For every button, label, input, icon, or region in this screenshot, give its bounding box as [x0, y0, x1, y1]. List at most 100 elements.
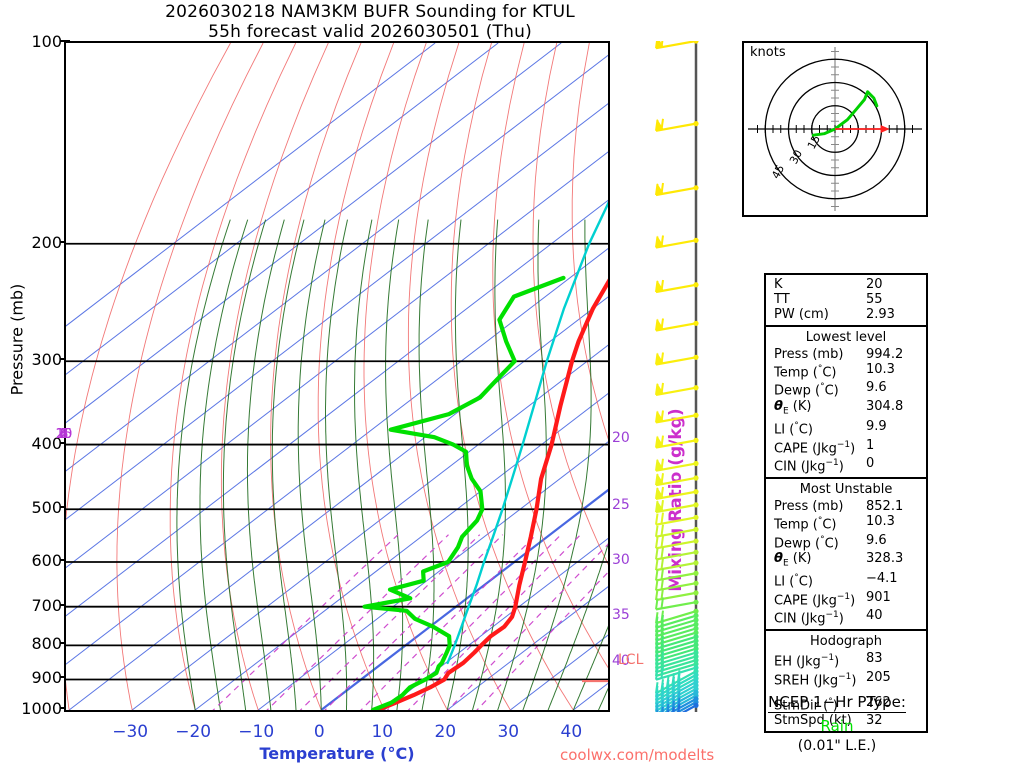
site-watermark: coolwx.com/modelts	[560, 746, 715, 764]
mixing-ratio-label-20: 20	[55, 427, 73, 442]
pressure-tick-1000: 1000	[21, 699, 62, 718]
ptype-panel: NCEP 1−Hr PType: Rain (0.01" L.E.)	[742, 692, 932, 754]
stats-key: LI (°C)	[774, 573, 813, 590]
stats-value: 9.6	[866, 532, 887, 548]
stats-row: TT 55	[766, 292, 926, 307]
stats-section-indices: K 20 TT 55 PW (cm) 2.93	[766, 275, 926, 327]
stats-key: CAPE (Jkg−1)	[774, 439, 856, 456]
svg-text:30: 30	[787, 148, 805, 166]
mixing-ratio-label-6: 6	[59, 427, 69, 442]
stats-value: 0	[866, 455, 875, 471]
stats-row: SREH (Jkg−1) 205	[766, 670, 926, 688]
stats-row: θE (K) 328.3	[766, 551, 926, 572]
stats-row: θE (K) 304.8	[766, 399, 926, 420]
stats-value: 9.6	[866, 380, 887, 396]
page-title: 2026030218 NAM3KM BUFR Sounding for KTUL	[165, 2, 575, 22]
pressure-tick-200: 200	[31, 232, 62, 252]
stats-row: PW (cm) 2.93	[766, 307, 926, 322]
stats-key: CAPE (Jkg−1)	[774, 591, 856, 609]
stats-key: StmDir (°)	[774, 697, 838, 714]
temperature-axis-label: Temperature (°C)	[259, 744, 415, 763]
temperature-axis: −30 −20 −10 0 10 20 30 40	[0, 722, 660, 744]
stats-value: 20	[866, 277, 883, 292]
mixing-ratio-label-1: 1	[59, 427, 69, 442]
pressure-tick-600: 600	[31, 551, 62, 571]
stats-key: θE (K)	[774, 550, 812, 569]
pressure-tick-500: 500	[31, 498, 62, 518]
pressure-tick-400: 400	[31, 433, 62, 453]
stats-row: LI (°C) −4.1	[766, 571, 926, 589]
stats-key: PW (cm)	[774, 307, 829, 322]
stats-value: 852.1	[866, 499, 904, 515]
wind-barb-column	[655, 41, 699, 712]
skewt-plot-area	[66, 43, 608, 710]
pressure-tick-700: 700	[31, 595, 62, 615]
stats-key: LI (°C)	[774, 421, 813, 438]
mixing-ratio-label-4: 4	[59, 427, 69, 442]
stats-row: Dewp (°C) 9.6	[766, 533, 926, 551]
svg-text:45: 45	[769, 163, 787, 181]
stats-key: Temp (°C)	[774, 364, 837, 381]
stats-row: CAPE (Jkg−1) 901	[766, 590, 926, 608]
stats-value: 2.93	[866, 307, 895, 322]
pressure-tick-300: 300	[31, 350, 62, 370]
stats-row: Temp (°C) 10.3	[766, 362, 926, 380]
ptype-title: NCEP 1−Hr PType:	[768, 693, 906, 713]
stats-value: 83	[866, 651, 883, 667]
stats-value: 205	[866, 669, 891, 685]
stats-key: EH (Jkg−1)	[774, 653, 840, 670]
pressure-axis: 100 200 300 400 500 600 700 800 900 1000	[0, 32, 70, 718]
stats-key: TT	[774, 292, 790, 307]
stats-row: CIN (Jkg−1) 40	[766, 608, 926, 626]
pressure-tick-900: 900	[31, 668, 62, 688]
stats-row: CIN (Jkg−1) 0	[766, 456, 926, 474]
stats-value: 901	[866, 589, 891, 605]
stats-row: Dewp (°C) 9.6	[766, 380, 926, 398]
stats-value: 10.3	[866, 514, 895, 530]
stats-row: LI (°C) 9.9	[766, 419, 926, 437]
skewt-diagram	[64, 41, 610, 712]
temperature-tick-0: 0	[313, 722, 325, 742]
stats-value: 994.2	[866, 347, 904, 362]
stats-value: −4.1	[866, 571, 898, 587]
mixing-ratio-right-35: 35	[612, 607, 630, 623]
stats-row: EH (Jkg−1) 83	[766, 651, 926, 669]
stats-value: 10.3	[866, 362, 895, 377]
temperature-tick--20: −20	[175, 722, 212, 742]
stats-key: θE (K)	[774, 398, 812, 417]
stats-key: Press (mb)	[774, 499, 844, 515]
stats-row: K 20	[766, 277, 926, 292]
temperature-tick--10: −10	[238, 722, 275, 742]
hodograph: 15 30 45 knots	[742, 41, 928, 217]
pressure-tick-800: 800	[31, 634, 62, 654]
ptype-note: (0.01" L.E.)	[797, 738, 877, 754]
stats-row: StmDir (°) 262	[766, 695, 926, 713]
stats-section-most-unstable: Most Unstable Press (mb) 852.1 Temp (°C) 10…	[766, 479, 926, 632]
mixing-ratio-label-2: 2	[59, 427, 69, 442]
stats-value: 40	[866, 608, 883, 624]
svg-text:15: 15	[805, 133, 823, 151]
stats-key: CIN (Jkg−1)	[774, 457, 844, 475]
stats-section-lowest-level: Lowest level Press (mb) 994.2 Temp (°C) 10.…	[766, 327, 926, 480]
stats-key: CIN (Jkg−1)	[774, 610, 844, 627]
temperature-tick-10: 10	[371, 722, 394, 742]
stats-row: Temp (°C) 10.3	[766, 514, 926, 532]
stats-heading-most-unstable: Most Unstable	[799, 482, 893, 498]
stats-value: 328.3	[866, 550, 904, 566]
stats-heading-lowest-level: Lowest level	[805, 330, 887, 345]
lcl-marker-label: LCL	[618, 652, 644, 668]
stats-key: Dewp (°C)	[774, 382, 839, 399]
stats-key: K	[774, 277, 783, 292]
stats-row: StmSpd (kt) 32	[766, 713, 926, 728]
mixing-ratio-label-10: 10	[55, 427, 73, 442]
ptype-value: Rain	[820, 717, 854, 735]
page-subtitle: 55h forecast valid 2026030501 (Thu)	[208, 22, 532, 42]
stats-value: 304.8	[866, 398, 904, 414]
mixing-ratio-label-8: 8	[59, 427, 69, 442]
mixing-ratio-label-3: 3	[59, 427, 69, 442]
stats-key: StmSpd (kt)	[774, 713, 852, 729]
stats-row: Press (mb) 994.2	[766, 347, 926, 362]
stats-value: 55	[866, 292, 883, 307]
temperature-tick--30: −30	[112, 722, 149, 742]
